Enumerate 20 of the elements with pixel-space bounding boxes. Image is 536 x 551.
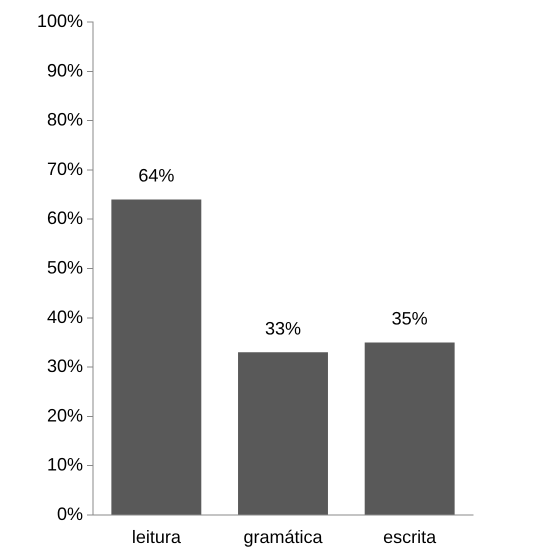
x-tick-label: gramática	[243, 526, 324, 547]
data-label: 33%	[264, 318, 302, 338]
y-tick-label: 10%	[46, 454, 83, 475]
y-tick-label: 20%	[46, 405, 83, 426]
y-tick-label: 40%	[46, 306, 83, 327]
y-tick-label: 90%	[46, 60, 83, 80]
x-tick-label: leitura	[132, 526, 182, 547]
y-tick-label: 30%	[46, 356, 83, 376]
y-tick-label: 50%	[46, 257, 83, 278]
x-tick-label: escrita	[383, 526, 438, 547]
data-label: 35%	[392, 308, 428, 328]
y-tick-label: 0%	[56, 504, 83, 524]
data-label: 64%	[138, 165, 174, 186]
bar	[111, 199, 202, 514]
y-tick-label: 60%	[46, 208, 83, 228]
y-tick-label: 70%	[46, 158, 83, 179]
y-tick-label: 100%	[36, 10, 83, 31]
bar	[238, 352, 328, 514]
bar	[364, 342, 455, 514]
y-tick-label: 80%	[46, 110, 83, 130]
